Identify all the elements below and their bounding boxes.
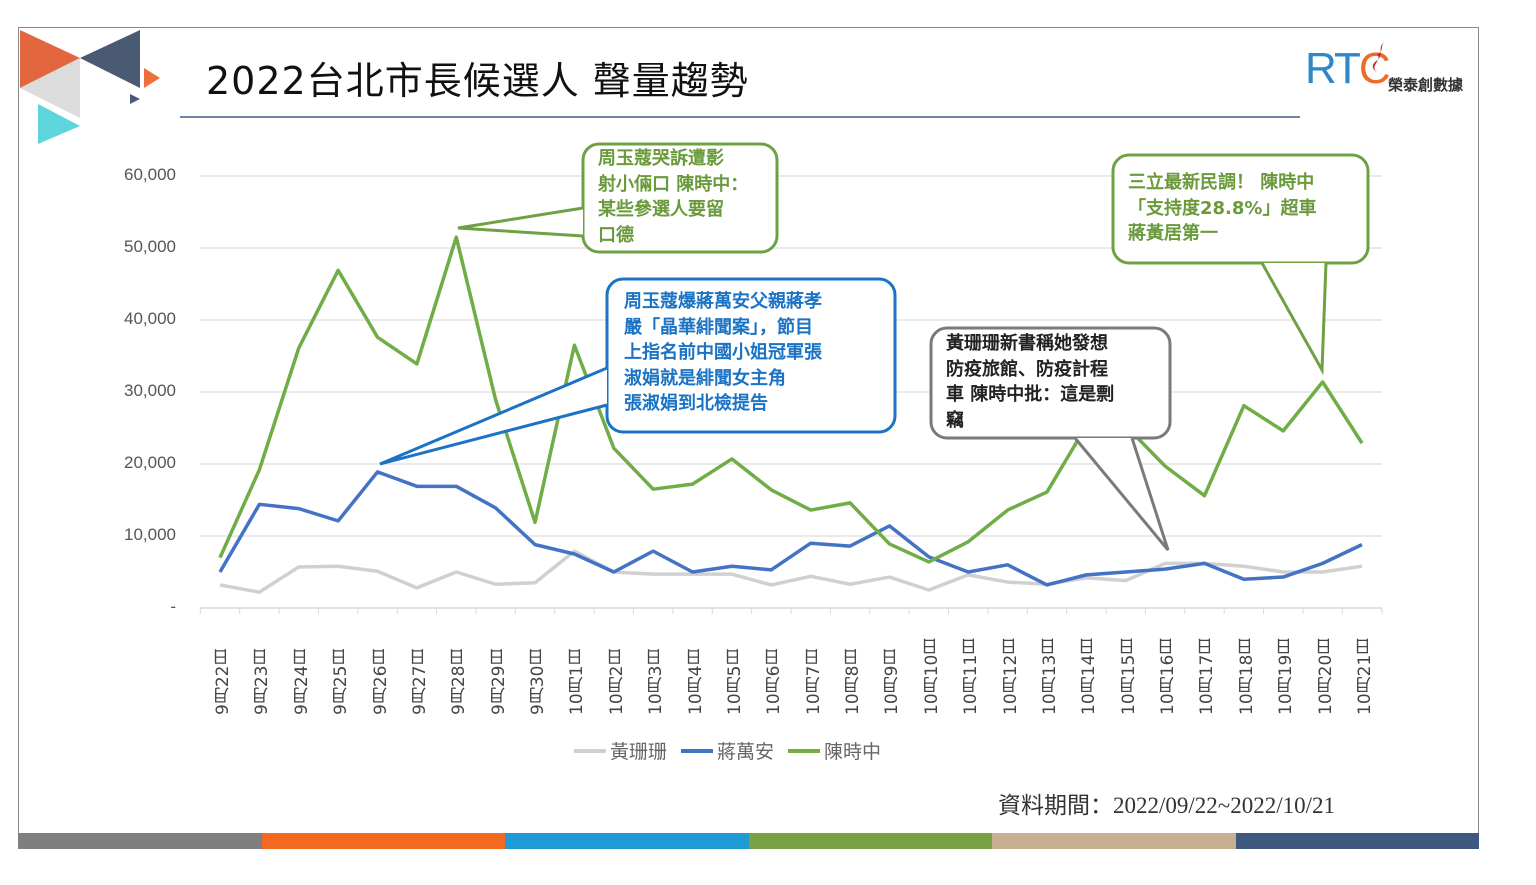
chart-legend: 黃珊珊 蔣萬安 陳時中 bbox=[574, 737, 881, 764]
x-tick-label: 9月27日 bbox=[409, 648, 430, 715]
callout-line: 竊 bbox=[946, 409, 964, 431]
logo-subtitle: 榮泰創數據 bbox=[1388, 77, 1464, 94]
legend-swatch bbox=[681, 748, 714, 753]
legend-swatch bbox=[788, 748, 821, 753]
data-period: 資料期間：2022/09/22~2022/10/21 bbox=[998, 793, 1336, 818]
y-tick-label: - bbox=[170, 597, 176, 616]
callout-line: 周玉蔻哭訴遭影 bbox=[598, 148, 724, 169]
color-segment bbox=[748, 833, 992, 849]
callout-line: 蔣黃居第一 bbox=[1128, 223, 1218, 244]
x-tick-label: 9月29日 bbox=[488, 648, 509, 715]
callout-box bbox=[605, 277, 897, 434]
callout-line: 周玉蔻爆蔣萬安父親蔣孝 bbox=[624, 291, 822, 312]
color-segment bbox=[1235, 833, 1479, 849]
callout-line: 車 陳時中批：這是剽 bbox=[946, 384, 1115, 405]
callout-line: 三立最新民調！ 陳時中 bbox=[1128, 172, 1315, 193]
x-tick-label: 9月22日 bbox=[213, 648, 233, 715]
x-tick-label: 10月18日 bbox=[1236, 637, 1257, 715]
callout-line: 「支持度28.8%」超車 bbox=[1128, 197, 1317, 219]
callout-line: 防疫旅館、防疫計程 bbox=[946, 358, 1108, 380]
flame-icon bbox=[1372, 42, 1385, 72]
callout-line: 淑娟就是緋聞女主角 bbox=[624, 367, 786, 389]
x-tick-label: 10月11日 bbox=[961, 637, 982, 715]
footer-color-bar bbox=[18, 833, 1479, 849]
y-tick-label: 20,000 bbox=[124, 453, 176, 472]
callout-pointer bbox=[379, 366, 608, 466]
callout-line: 口德 bbox=[598, 224, 634, 246]
callout-text: 周玉蔻爆蔣萬安父親蔣孝 嚴「晶華緋聞案」，節目 上指名前中國小姐冠軍張 淑娟就是緋聞女… bbox=[624, 289, 822, 417]
callout-line: 黃珊珊新書稱她發想 bbox=[946, 333, 1108, 354]
x-tick-label: 10月6日 bbox=[764, 648, 785, 715]
callout-box bbox=[581, 142, 779, 254]
x-tick-label: 10月12日 bbox=[1000, 637, 1021, 715]
x-tick-label: 10月14日 bbox=[1079, 637, 1100, 715]
x-tick-label: 10月16日 bbox=[1158, 637, 1179, 715]
color-segment bbox=[18, 833, 262, 849]
logo-triangles-icon bbox=[20, 30, 160, 144]
x-tick-label: 10月10日 bbox=[921, 637, 942, 715]
callout-line: 上指名前中國小姐冠軍張 bbox=[624, 342, 822, 363]
callout-line: 嚴「晶華緋聞案」，節目 bbox=[624, 316, 813, 338]
callout-text: 周玉蔻哭訴遭影射小倆口 陳時中： 某些參選人要留 口德 bbox=[598, 146, 748, 248]
callout-line: 張淑娟到北檢提告 bbox=[624, 393, 768, 414]
series-line-2 bbox=[218, 235, 1364, 564]
x-tick-label: 9月30日 bbox=[528, 648, 549, 715]
page-title: 2022台北市長候選人 聲量趨勢 bbox=[206, 59, 749, 103]
title-divider bbox=[180, 116, 1300, 118]
legend-swatch bbox=[574, 748, 606, 753]
x-tick-label: 10月20日 bbox=[1315, 637, 1336, 715]
callout-pointer bbox=[457, 206, 584, 238]
x-tick-label: 10月1日 bbox=[567, 648, 588, 715]
legend-item: 蔣萬安 bbox=[681, 737, 774, 764]
x-tick-label: 9月25日 bbox=[331, 648, 352, 715]
callout-box bbox=[1111, 153, 1370, 265]
x-tick-label: 9月24日 bbox=[291, 648, 312, 715]
legend-item: 陳時中 bbox=[788, 737, 881, 764]
series-line-1 bbox=[218, 470, 1363, 587]
y-tick-label: 10,000 bbox=[124, 525, 176, 544]
x-tick-label: 10月8日 bbox=[843, 648, 864, 715]
callout-line: 射小倆口 陳時中： bbox=[598, 173, 749, 195]
callout-text: 黃珊珊新書稱她發想 防疫旅館、防疫計程車 陳時中批：這是剽竊 bbox=[946, 331, 1114, 433]
callout-pointer bbox=[1073, 437, 1170, 551]
x-tick-label: 10月15日 bbox=[1118, 637, 1139, 715]
y-tick-label: 40,000 bbox=[124, 309, 176, 328]
legend-item: 黃珊珊 bbox=[574, 737, 667, 764]
callout-text: 三立最新民調！ 陳時中 「支持度28.8%」超車 蔣黃居第一 bbox=[1128, 170, 1316, 247]
y-tick-label: 30,000 bbox=[124, 381, 176, 400]
callout-line: 某些參選人要留 bbox=[598, 199, 724, 220]
x-tick-label: 10月21日 bbox=[1355, 637, 1375, 715]
legend-label: 蔣萬安 bbox=[717, 741, 775, 763]
x-tick-label: 10月4日 bbox=[685, 648, 706, 715]
x-tick-label: 10月7日 bbox=[803, 648, 824, 715]
color-segment bbox=[505, 833, 749, 849]
y-tick-label: 60,000 bbox=[124, 165, 176, 184]
color-segment bbox=[992, 833, 1236, 849]
callout-box bbox=[929, 326, 1172, 440]
x-tick-label: 9月28日 bbox=[449, 648, 470, 715]
legend-label: 黃珊珊 bbox=[610, 741, 668, 763]
x-tick-label: 9月26日 bbox=[370, 648, 391, 715]
x-tick-label: 10月9日 bbox=[882, 648, 903, 715]
legend-label: 陳時中 bbox=[824, 741, 882, 763]
series-line-0 bbox=[219, 549, 1363, 594]
color-segment bbox=[261, 833, 505, 849]
rtc-logo: RTC 榮泰創數據 bbox=[1305, 42, 1463, 94]
x-tick-label: 10月19日 bbox=[1276, 637, 1297, 715]
callout-pointer bbox=[1260, 262, 1328, 376]
y-tick-label: 50,000 bbox=[124, 237, 176, 256]
x-tick-label: 10月3日 bbox=[646, 648, 667, 715]
x-tick-label: 10月2日 bbox=[606, 648, 627, 715]
x-tick-label: 10月17日 bbox=[1197, 637, 1218, 715]
x-tick-label: 10月5日 bbox=[724, 648, 745, 715]
x-tick-label: 9月23日 bbox=[252, 648, 273, 715]
x-tick-label: 10月13日 bbox=[1039, 637, 1060, 715]
